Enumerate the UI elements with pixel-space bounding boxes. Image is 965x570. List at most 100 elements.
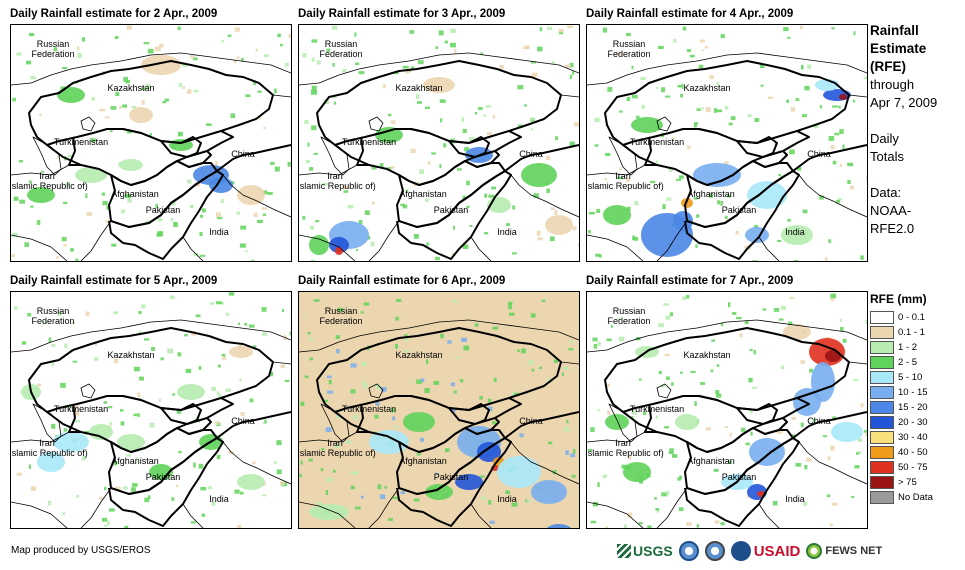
date-line: through [870,77,915,92]
legend-swatch [870,446,894,459]
rainfall-map: Russian Federation Kazakhstan Turkmenistan… [10,291,292,529]
agency-logos: USGS USAID FEWS NET [617,538,882,564]
legend-item: 2 - 5 [870,355,933,370]
legend-swatch [870,476,894,489]
legend-swatch [870,491,894,504]
data-source-line: NOAA- [870,203,912,218]
legend-label: 10 - 15 [898,387,928,398]
date-line: Apr 7, 2009 [870,95,938,110]
legend-swatch [870,416,894,429]
country-label: China [519,416,543,426]
legend-label: 30 - 40 [898,432,928,443]
legend-item: 5 - 10 [870,370,933,385]
noaa-logo [678,541,699,561]
legend-label: No Data [898,492,933,503]
panel-title: Daily Rainfall estimate for 4 Apr., 2009 [586,8,794,20]
country-label: Turkmenistan [53,137,109,147]
country-label: Turkmenistan [53,404,109,414]
legend-label: 0.1 - 1 [898,327,925,338]
rainfall-map: Russian Federation Kazakhstan Turkmenistan… [10,24,292,262]
country-label: Russian Federation [607,39,651,59]
panel-title: Daily Rainfall estimate for 3 Apr., 2009 [298,8,506,20]
data-source-line: Data: [870,185,902,200]
rfe-legend: RFE (mm) 0 - 0.1 0.1 - 1 1 - 2 2 - 5 5 - 10 1… [870,292,933,505]
country-label: Afghanistan [111,456,159,466]
country-label: Turkmenistan [629,404,685,414]
country-label: India [497,494,517,504]
country-label: Kazakhstan [107,350,155,360]
country-label: Pakistan [721,205,757,215]
fews-net-logo: FEWS NET [806,543,882,559]
country-label: Turkmenistan [629,137,685,147]
country-label: Iran (Islamic Republic of) [299,171,376,191]
legend-label: 20 - 30 [898,417,928,428]
country-label: China [807,149,831,159]
country-label: Pakistan [433,472,469,482]
country-label: Iran (Islamic Republic of) [587,171,664,191]
country-label: Pakistan [145,205,181,215]
country-label: Russian Federation [31,39,75,59]
legend-item: 40 - 50 [870,445,933,460]
legend-item: 20 - 30 [870,415,933,430]
legend-swatch [870,371,894,384]
country-label: Russian Federation [31,306,75,326]
usaid-logo: USAID [730,541,800,561]
country-label: Afghanistan [687,189,735,199]
legend-swatch [870,431,894,444]
country-label: Afghanistan [399,456,447,466]
country-label: Kazakhstan [395,350,443,360]
country-label: Pakistan [145,472,181,482]
country-label: Iran (Islamic Republic of) [11,438,88,458]
panel-title: Daily Rainfall estimate for 5 Apr., 2009 [10,275,218,287]
country-label: Afghanistan [687,456,735,466]
heading-line: Rainfall [870,23,919,38]
legend-item: 0 - 0.1 [870,310,933,325]
legend-label: 50 - 75 [898,462,928,473]
country-label: Kazakhstan [683,350,731,360]
country-label: Afghanistan [399,189,447,199]
legend-item: 1 - 2 [870,340,933,355]
legend-swatch [870,386,894,399]
country-label: Kazakhstan [107,83,155,93]
legend-label: 15 - 20 [898,402,928,413]
country-label: China [231,149,255,159]
legend-title: RFE (mm) [870,292,927,306]
country-label: India [785,227,805,237]
legend-label: 5 - 10 [898,372,923,383]
usgs-logo: USGS [617,543,673,559]
country-label: Afghanistan [111,189,159,199]
country-label: India [209,227,229,237]
legend-swatch [870,326,894,339]
country-label: Turkmenistan [341,137,397,147]
country-label: China [519,149,543,159]
totals-line: Totals [870,149,904,164]
legend-item: 10 - 15 [870,385,933,400]
legend-swatch [870,461,894,474]
country-label: Turkmenistan [341,404,397,414]
data-source-line: RFE2.0 [870,221,915,236]
rainfall-map: Russian Federation Kazakhstan Turkmenistan… [586,24,868,262]
totals-line: Daily [870,131,899,146]
country-label: Iran (Islamic Republic of) [587,438,664,458]
country-label: Iran (Islamic Republic of) [11,171,88,191]
legend-swatch [870,401,894,414]
country-label: Iran (Islamic Republic of) [299,438,376,458]
legend-label: > 75 [898,477,917,488]
country-label: Kazakhstan [683,83,731,93]
country-label: China [231,416,255,426]
country-label: India [209,494,229,504]
country-label: Russian Federation [607,306,651,326]
legend-label: 0 - 0.1 [898,312,925,323]
country-label: Russian Federation [319,306,363,326]
country-label: India [497,227,517,237]
legend-item: > 75 [870,475,933,490]
legend-swatch [870,341,894,354]
legend-item: No Data [870,490,933,505]
dhs-logo [704,541,725,561]
country-label: Russian Federation [319,39,363,59]
legend-item: 30 - 40 [870,430,933,445]
legend-label: 40 - 50 [898,447,928,458]
legend-label: 2 - 5 [898,357,918,368]
map-credit: Map produced by USGS/EROS [11,545,151,556]
map-description: Rainfall Estimate (RFE) through Apr 7, 2… [870,22,937,238]
